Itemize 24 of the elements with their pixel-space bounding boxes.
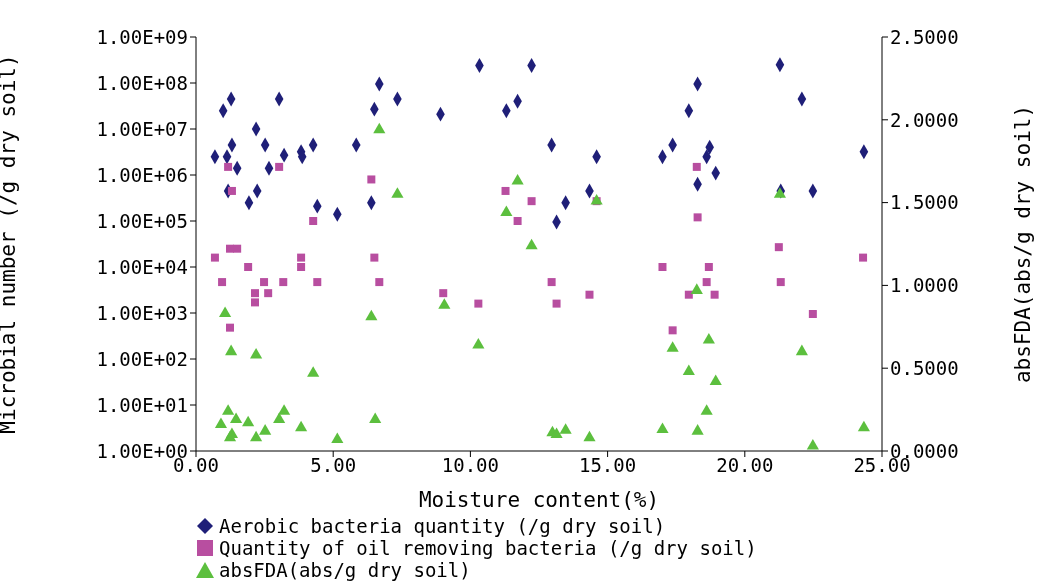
x-tick-label: 5.00 xyxy=(310,454,357,477)
y2-axis-title: absFDA(abs/g dry soil) xyxy=(1011,104,1036,384)
y2-tick-label: 1.0000 xyxy=(890,274,959,297)
y2-tick-label: 0.5000 xyxy=(890,356,959,379)
x-tick-label: 10.00 xyxy=(441,454,499,477)
y-tick-label: 1.00E+04 xyxy=(96,255,188,278)
y2-tick-label: 2.5000 xyxy=(890,25,959,48)
y2-tick-label: 1.5000 xyxy=(890,191,959,214)
y-tick-label: 1.00E+01 xyxy=(96,393,188,416)
x-axis-title: Moisture content(%) xyxy=(418,488,660,512)
y-tick-label: 1.00E+03 xyxy=(96,301,188,324)
y2-tick-label: 2.0000 xyxy=(890,108,959,131)
y-tick-label: 1.00E+02 xyxy=(96,347,188,370)
y-tick-label: 1.00E+09 xyxy=(96,25,188,48)
y-axis-title: Microbial number (/g dry soil) xyxy=(0,54,21,434)
x-tick-label: 20.00 xyxy=(716,454,774,477)
x-tick-label: 15.00 xyxy=(579,454,637,477)
y-tick-label: 1.00E+06 xyxy=(96,163,188,186)
legend-label: absFDA(abs/g dry soil) xyxy=(219,559,471,581)
y-tick-label: 1.00E+08 xyxy=(96,71,188,94)
y-tick-label: 1.00E+07 xyxy=(96,117,188,140)
legend-label: Aerobic bacteria quantity (/g dry soil) xyxy=(219,515,666,537)
y-tick-label: 1.00E+05 xyxy=(96,209,188,232)
legend-label: Quantity of oil removing bacteria (/g dry soil) xyxy=(219,537,757,559)
